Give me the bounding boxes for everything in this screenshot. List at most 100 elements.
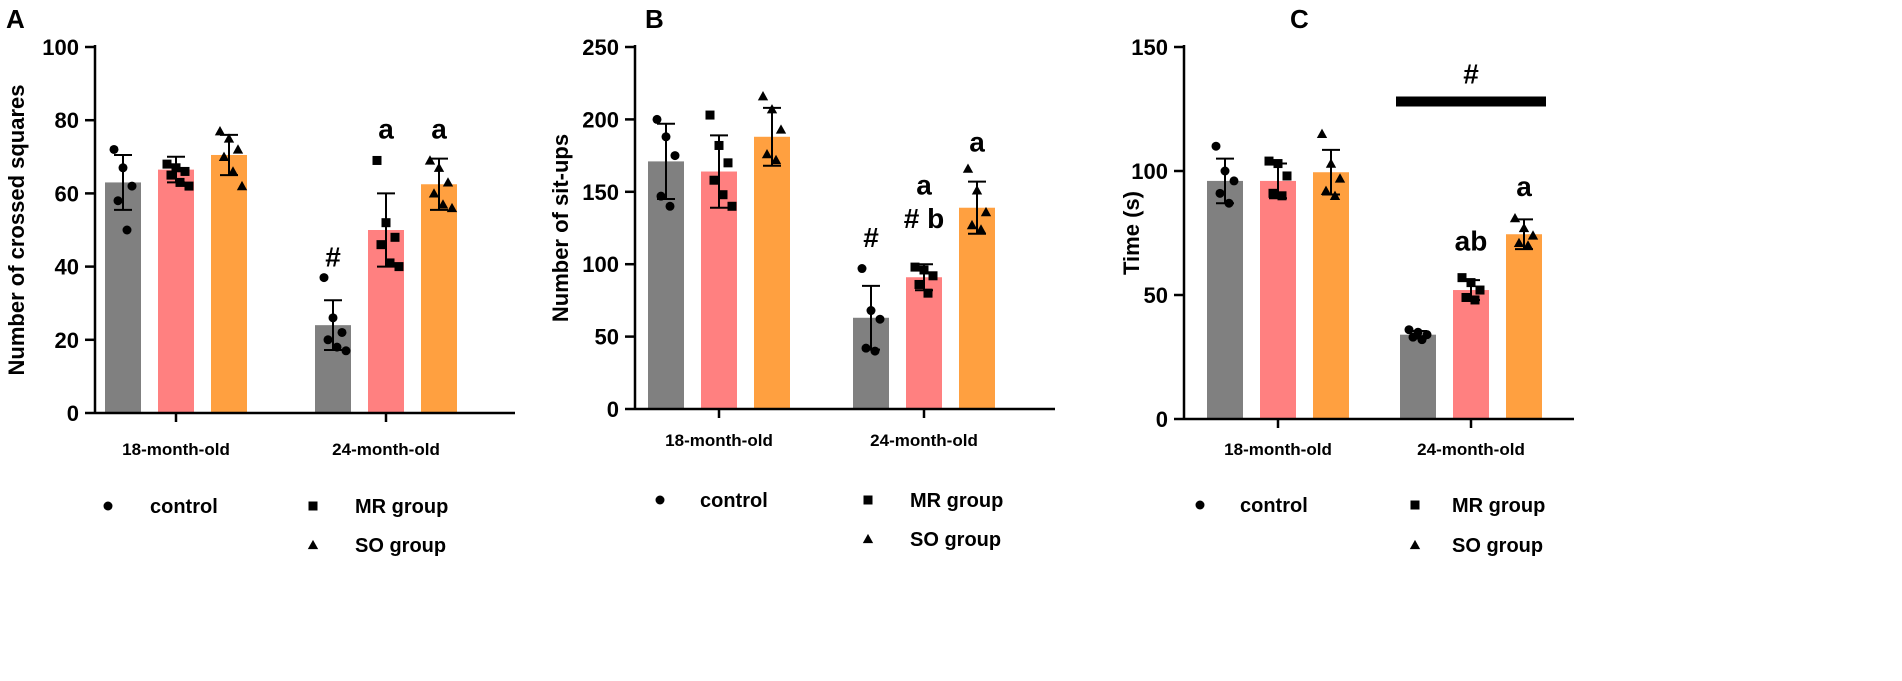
- data-point: [705, 110, 715, 120]
- legend-label: SO group: [355, 535, 446, 557]
- data-point: [1264, 156, 1274, 166]
- bar-so-group-0: [754, 136, 790, 409]
- data-point: [424, 155, 436, 165]
- legend-label: control: [700, 490, 768, 512]
- significance-label: a: [431, 114, 447, 145]
- data-point: [385, 258, 395, 268]
- data-point: [1215, 188, 1225, 198]
- data-point: [1461, 292, 1471, 302]
- data-point: [665, 201, 675, 211]
- y-tick-label: 80: [55, 108, 79, 133]
- significance-label: # b: [904, 203, 944, 234]
- data-point: [870, 346, 880, 356]
- data-point: [332, 342, 342, 352]
- data-point: [223, 133, 235, 143]
- data-point: [975, 224, 987, 234]
- legend-marker-circle: [1195, 500, 1205, 510]
- data-point: [1268, 188, 1278, 198]
- legend-label: MR group: [355, 496, 448, 518]
- data-point: [928, 271, 938, 281]
- legend-marker-circle: [103, 501, 113, 511]
- x-tick-label: 18-month-old: [665, 431, 773, 450]
- data-point: [656, 191, 666, 201]
- data-point: [1329, 190, 1341, 200]
- panel-letter: C: [1290, 4, 1309, 34]
- data-point: [214, 126, 226, 136]
- data-point: [323, 335, 333, 345]
- y-tick-label: 100: [582, 252, 619, 277]
- bar-mr-group-1: [1453, 290, 1489, 419]
- data-point: [1527, 230, 1539, 240]
- data-point: [1522, 240, 1534, 250]
- legend-label: MR group: [1452, 495, 1545, 517]
- data-point: [761, 148, 773, 159]
- legend-marker-square: [1410, 500, 1420, 510]
- data-point: [437, 199, 449, 209]
- bar-control-0: [648, 161, 684, 409]
- significance-label: a: [916, 170, 932, 201]
- y-tick-label: 200: [582, 107, 619, 132]
- data-point: [971, 185, 983, 195]
- data-point: [1224, 198, 1234, 208]
- data-point: [113, 196, 123, 206]
- data-point: [372, 155, 382, 165]
- data-point: [709, 175, 719, 185]
- y-tick-label: 0: [1156, 407, 1168, 432]
- data-point: [919, 265, 929, 275]
- data-point: [775, 124, 787, 134]
- legend-marker-triangle: [1409, 539, 1421, 550]
- data-point: [1325, 158, 1337, 168]
- bar-so-group-1: [959, 207, 995, 409]
- data-point: [1211, 141, 1221, 151]
- legend: control MR group SO group: [1195, 495, 1545, 557]
- data-point: [1457, 273, 1467, 283]
- x-tick-label: 24-month-old: [1417, 440, 1525, 459]
- data-point: [1408, 332, 1418, 342]
- x-tick-label: 24-month-old: [332, 440, 440, 459]
- data-point: [714, 140, 724, 150]
- data-point: [1475, 285, 1485, 295]
- data-point: [127, 181, 137, 191]
- data-point: [381, 218, 391, 228]
- data-point: [337, 327, 347, 337]
- data-point: [1316, 128, 1328, 138]
- data-point: [232, 144, 244, 154]
- legend-label: SO group: [1452, 535, 1543, 557]
- data-point: [875, 314, 885, 324]
- bar-control-1: [1400, 334, 1436, 419]
- data-point: [1466, 278, 1476, 288]
- significance-label: #: [325, 242, 341, 273]
- data-point: [433, 162, 445, 172]
- data-point: [861, 343, 871, 353]
- bar-control-0: [105, 182, 141, 413]
- significance-label: a: [1516, 171, 1532, 202]
- data-point: [770, 154, 782, 165]
- data-point: [446, 202, 458, 213]
- y-tick-label: 0: [67, 401, 79, 426]
- data-point: [162, 159, 172, 169]
- data-point: [661, 132, 671, 142]
- data-point: [1470, 295, 1480, 305]
- data-point: [1320, 185, 1332, 195]
- data-point: [118, 163, 128, 173]
- data-point: [1518, 222, 1530, 233]
- significance-label: a: [969, 126, 985, 157]
- data-point: [1513, 237, 1525, 248]
- panel-letter: B: [645, 4, 664, 34]
- data-point: [1417, 335, 1427, 345]
- bar-mr-group-0: [701, 171, 737, 409]
- y-tick-label: 50: [1144, 283, 1168, 308]
- x-tick-label: 24-month-old: [870, 431, 978, 450]
- data-point: [966, 219, 978, 230]
- bar-so-group-0: [1313, 172, 1349, 419]
- legend-marker-triangle: [862, 533, 874, 544]
- data-point: [171, 163, 181, 173]
- data-point: [652, 114, 662, 124]
- y-tick-label: 0: [607, 397, 619, 422]
- legend-label: control: [1240, 495, 1308, 517]
- data-point: [328, 313, 338, 323]
- data-point: [122, 225, 132, 235]
- y-axis-label: Number of crossed squares: [4, 85, 29, 376]
- data-point: [184, 181, 194, 191]
- significance-label: #: [863, 222, 879, 253]
